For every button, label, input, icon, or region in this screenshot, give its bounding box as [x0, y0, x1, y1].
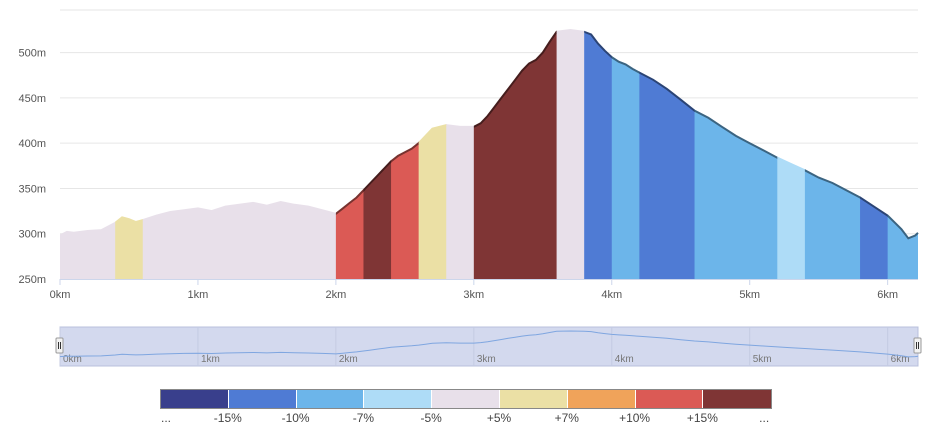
navigator-tick-label: 6km: [891, 354, 910, 365]
y-axis-ticks: 250m 300m 350m 400m 450m 500m: [18, 48, 46, 286]
x-tick-label: 6km: [877, 289, 898, 301]
legend-label: +15%: [686, 411, 718, 425]
y-tick-label: 450m: [18, 93, 46, 105]
grade-segment: [363, 30, 392, 279]
grade-segment: [887, 30, 918, 279]
navigator-handle-left[interactable]: [55, 337, 64, 354]
x-tick-label: 0km: [50, 289, 71, 301]
y-tick-label: 250m: [18, 274, 46, 286]
x-tick-label: 3km: [463, 289, 484, 301]
x-tick-label: 1km: [188, 289, 209, 301]
legend-swatch: [703, 390, 772, 408]
grade-segment: [446, 30, 475, 279]
navigator-handle-right[interactable]: [913, 337, 922, 354]
grade-segment: [639, 30, 696, 279]
grade-segment: [115, 30, 144, 279]
legend-label: ...: [160, 411, 172, 425]
navigator-tick-label: 3km: [477, 354, 496, 365]
navigator-tick-label: 1km: [201, 354, 220, 365]
grade-segment: [556, 30, 585, 279]
legend-swatch: [364, 390, 433, 408]
legend-labels: ... -15% -10% -7% -5% +5% +7% +10% +15%...: [160, 409, 772, 425]
y-tick-label: 300m: [18, 229, 46, 241]
navigator[interactable]: 0km 1km 2km 3km 4km 5km 6km: [55, 326, 922, 367]
navigator-tick-label: 0km: [63, 354, 82, 365]
profile-line: [142, 200, 337, 222]
grade-segment: [335, 30, 365, 279]
legend-swatch: [296, 390, 365, 408]
legend-swatch: [161, 390, 229, 408]
grade-segment: [142, 30, 337, 279]
legend-label: -7%: [352, 411, 375, 425]
navigator-tick-label: 2km: [339, 354, 358, 365]
y-tick-label: 350m: [18, 183, 46, 195]
legend-swatch: [432, 390, 500, 408]
grade-segment: [804, 30, 861, 279]
grade-segments: [60, 30, 918, 279]
grade-segment: [60, 30, 116, 279]
legend-label: -10%: [281, 411, 310, 425]
x-tick-label: 4km: [601, 289, 622, 301]
legend-label: +7%: [554, 411, 579, 425]
x-tick-label: 5km: [739, 289, 760, 301]
legend-label: -15%: [213, 411, 242, 425]
profile-line: [694, 109, 778, 160]
profile-line: [473, 30, 558, 128]
legend-label: +10%: [619, 411, 651, 425]
grade-legend: ... -15% -10% -7% -5% +5% +7% +10% +15%...: [160, 389, 773, 425]
navigator-tick-label: 4km: [615, 354, 634, 365]
legend-swatch: [567, 390, 636, 408]
navigator-tick-label: 5km: [753, 354, 772, 365]
legend-swatches: [160, 389, 773, 409]
legend-swatch: [499, 390, 568, 408]
grade-segment: [777, 30, 806, 279]
legend-label: +5%: [486, 411, 512, 425]
navigator-series: [59, 330, 919, 358]
x-axis: 0km 1km 2km 3km 4km 5km 6km: [50, 279, 918, 301]
grade-segment: [860, 30, 889, 279]
grade-segment: [611, 30, 640, 279]
x-tick-label: 2km: [325, 289, 346, 301]
profile-outline: [60, 28, 919, 240]
legend-swatch: [228, 390, 297, 408]
y-tick-label: 400m: [18, 138, 46, 150]
legend-swatch: [635, 390, 704, 408]
legend-label: ...: [759, 411, 770, 425]
y-tick-label: 500m: [18, 48, 46, 60]
grade-segment: [473, 30, 558, 279]
grade-segment: [584, 30, 613, 279]
legend-label: -5%: [420, 411, 442, 425]
grade-segment: [418, 30, 447, 279]
